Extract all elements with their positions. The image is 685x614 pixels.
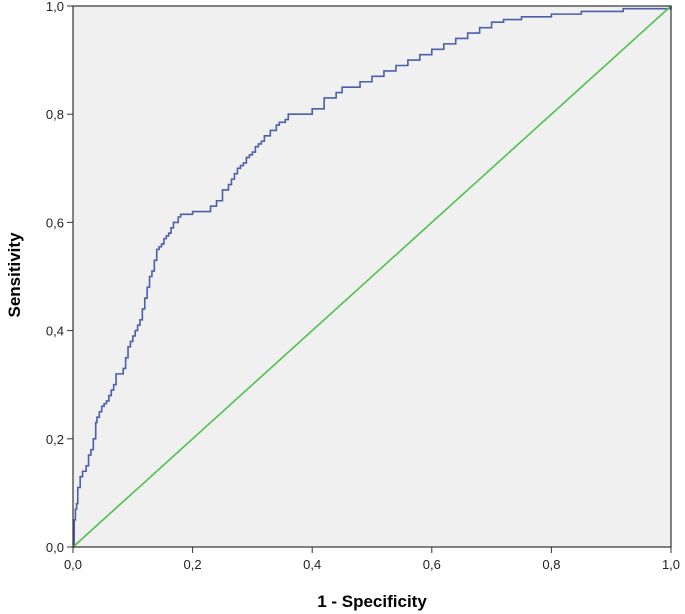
y-tick-label: 0,0 [46, 540, 64, 555]
x-tick-label: 0,4 [303, 557, 321, 572]
x-tick-label: 0,8 [542, 557, 560, 572]
x-tick-label: 0,6 [423, 557, 441, 572]
x-tick-label: 1,0 [662, 557, 680, 572]
x-tick-label: 0,0 [64, 557, 82, 572]
y-tick-label: 0,2 [46, 432, 64, 447]
roc-curve [73, 6, 672, 548]
x-tick-label: 0,2 [184, 557, 202, 572]
y-axis-title: Sensitivity [5, 232, 24, 318]
y-axis: 0,0 0,2 0,4 0,6 0,8 1,0 [46, 0, 73, 555]
y-tick-label: 0,4 [46, 324, 64, 339]
x-axis: 0,0 0,2 0,4 0,6 0,8 1,0 [64, 547, 680, 572]
y-tick-label: 1,0 [46, 0, 64, 14]
plot-frame [72, 5, 672, 548]
series-layer [72, 5, 672, 548]
y-tick-label: 0,8 [46, 107, 64, 122]
reference-line [72, 5, 672, 548]
y-tick-label: 0,6 [46, 215, 64, 230]
x-axis-title: 1 - Specificity [317, 592, 427, 611]
